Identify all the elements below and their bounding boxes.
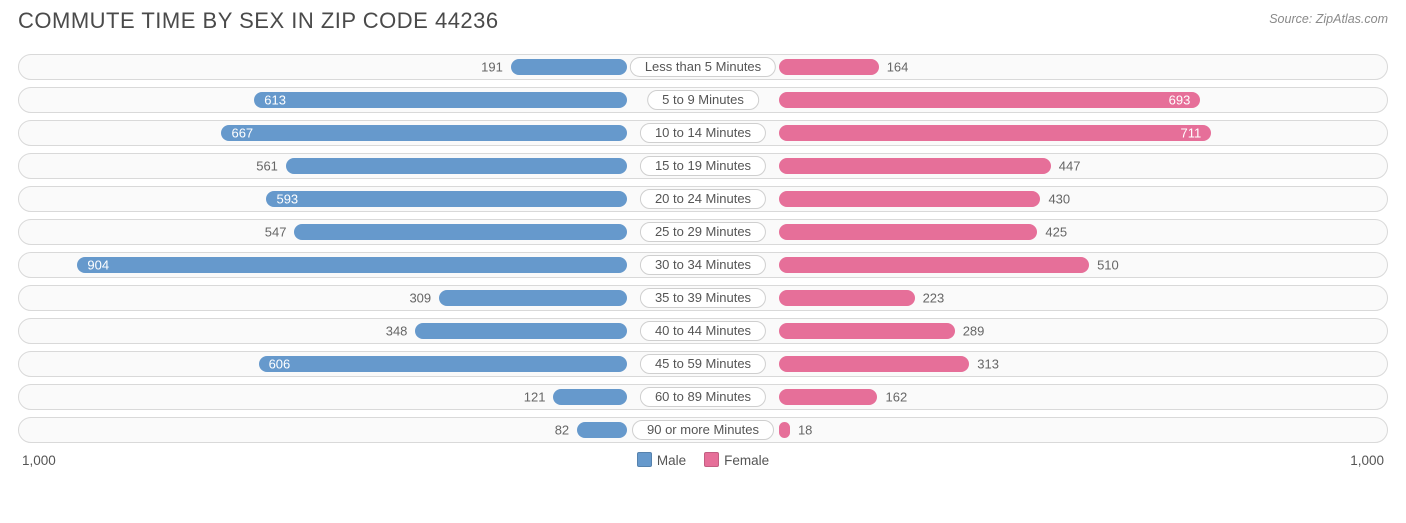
female-value-label: 425 [1045,225,1067,240]
male-value-label: 82 [555,423,569,438]
male-bar [439,290,627,306]
male-bar [294,224,627,240]
male-value-label: 904 [87,258,109,273]
female-value-label: 289 [963,324,985,339]
axis-label-right: 1,000 [1350,453,1384,468]
chart-row: 30 to 34 Minutes 904 510 [18,252,1388,278]
female-bar [779,290,915,306]
male-bar [286,158,627,174]
female-bar [779,323,955,339]
chart-row: 25 to 29 Minutes 547 425 [18,219,1388,245]
chart-row: 10 to 14 Minutes 667 711 [18,120,1388,146]
male-bar [553,389,627,405]
chart-title: Commute Time by Sex in Zip Code 44236 [18,8,499,34]
female-bar [779,158,1051,174]
chart-row: 35 to 39 Minutes 309 223 [18,285,1388,311]
male-value-label: 547 [265,225,287,240]
female-value-label: 18 [798,423,812,438]
male-value-label: 348 [386,324,408,339]
category-badge: 30 to 34 Minutes [640,255,766,275]
chart-row: 15 to 19 Minutes 561 447 [18,153,1388,179]
male-bar [221,125,627,141]
category-badge: 60 to 89 Minutes [640,387,766,407]
chart-row: 45 to 59 Minutes 606 313 [18,351,1388,377]
male-value-label: 561 [256,159,278,174]
female-bar [779,125,1211,141]
male-value-label: 593 [276,192,298,207]
male-bar [415,323,627,339]
male-bar [259,356,627,372]
male-value-label: 309 [409,291,431,306]
female-bar [779,422,790,438]
chart-row: 20 to 24 Minutes 593 430 [18,186,1388,212]
male-value-label: 606 [269,357,291,372]
chart-row: 60 to 89 Minutes 121 162 [18,384,1388,410]
category-badge: Less than 5 Minutes [630,57,776,77]
chart-row: 40 to 44 Minutes 348 289 [18,318,1388,344]
female-value-label: 711 [1181,126,1202,141]
female-value-label: 164 [887,60,909,75]
category-badge: 25 to 29 Minutes [640,222,766,242]
male-bar [577,422,627,438]
category-badge: 5 to 9 Minutes [647,90,759,110]
female-value-label: 162 [885,390,907,405]
male-bar [266,191,627,207]
male-bar [511,59,627,75]
female-bar [779,257,1089,273]
female-bar [779,389,877,405]
male-value-label: 121 [524,390,546,405]
female-value-label: 447 [1059,159,1081,174]
category-badge: 15 to 19 Minutes [640,156,766,176]
swatch-female [704,452,719,467]
category-badge: 35 to 39 Minutes [640,288,766,308]
swatch-male [637,452,652,467]
chart-row: 90 or more Minutes 82 18 [18,417,1388,443]
male-value-label: 667 [231,126,253,141]
female-value-label: 313 [977,357,999,372]
female-value-label: 223 [923,291,945,306]
chart-row: 5 to 9 Minutes 613 693 [18,87,1388,113]
chart-header: Commute Time by Sex in Zip Code 44236 So… [0,0,1406,40]
female-bar [779,59,879,75]
category-badge: 45 to 59 Minutes [640,354,766,374]
legend-item-male: Male [637,452,686,468]
female-bar [779,92,1200,108]
male-bar [77,257,627,273]
chart-row: Less than 5 Minutes 191 164 [18,54,1388,80]
category-badge: 20 to 24 Minutes [640,189,766,209]
male-value-label: 191 [481,60,503,75]
chart-source: Source: ZipAtlas.com [1269,8,1388,26]
male-value-label: 613 [264,93,286,108]
female-value-label: 510 [1097,258,1119,273]
category-badge: 40 to 44 Minutes [640,321,766,341]
legend: Male Female [637,452,769,468]
chart-footer: 1,000 Male Female 1,000 [0,450,1406,468]
male-bar [254,92,627,108]
legend-label-female: Female [724,453,769,468]
legend-item-female: Female [704,452,769,468]
female-value-label: 430 [1048,192,1070,207]
female-bar [779,191,1040,207]
female-bar [779,224,1037,240]
category-badge: 10 to 14 Minutes [640,123,766,143]
axis-label-left: 1,000 [22,453,56,468]
diverging-bar-chart: Less than 5 Minutes 191 164 5 to 9 Minutes 6… [0,40,1406,443]
category-badge: 90 or more Minutes [632,420,774,440]
female-bar [779,356,969,372]
legend-label-male: Male [657,453,686,468]
female-value-label: 693 [1169,93,1191,108]
